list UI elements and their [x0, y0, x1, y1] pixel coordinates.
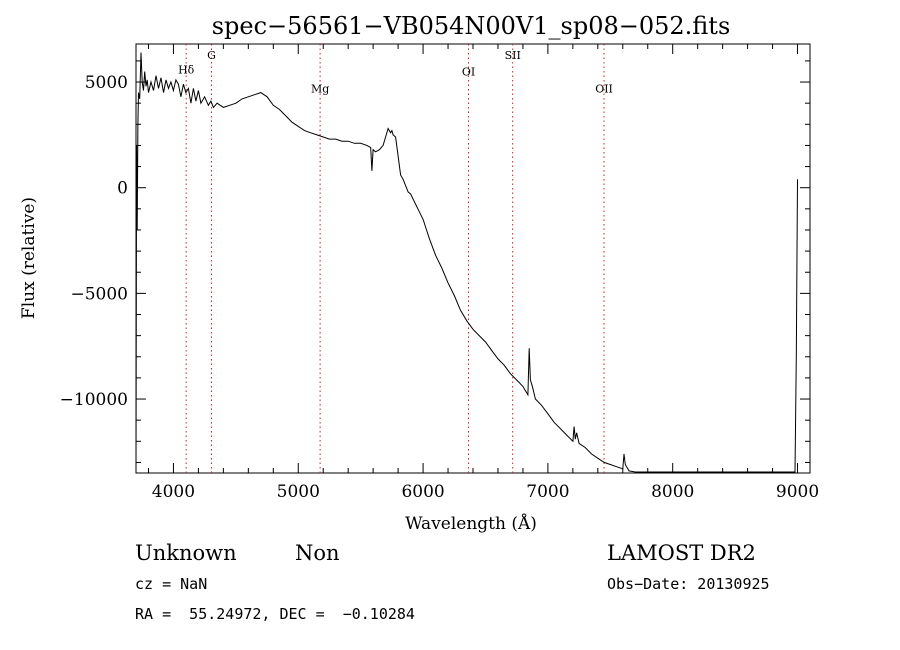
line-marker-label: G — [207, 49, 216, 62]
spectral-line-markers — [185, 44, 605, 473]
spectral-line-labels: Hδ G Mg OI SII OII — [178, 49, 613, 96]
line-marker-label: Hδ — [178, 64, 195, 77]
observation-date: Obs−Date: 20130925 — [607, 575, 770, 593]
chart-title: spec−56561−VB054N00V1_sp08−052.fits — [212, 12, 731, 40]
x-tick-label: 5000 — [277, 482, 320, 502]
y-tick-labels: 5000 0 −5000 −10000 — [60, 73, 128, 410]
x-tick-label: 6000 — [401, 482, 444, 502]
redshift-cz: cz = NaN — [135, 575, 207, 593]
line-marker-label: OII — [595, 83, 613, 96]
plot-frame — [135, 43, 811, 474]
x-tick-label: 4000 — [152, 482, 195, 502]
x-tick-labels: 4000 5000 6000 7000 8000 9000 — [152, 482, 819, 502]
x-tick-label: 9000 — [776, 482, 819, 502]
axis-ticks — [136, 44, 810, 473]
y-tick-label: −5000 — [70, 284, 128, 304]
ra-dec-coordinates: RA = 55.24972, DEC = −0.10284 — [135, 605, 415, 623]
line-marker-label: SII — [505, 49, 521, 62]
object-subclass: Non — [295, 541, 340, 565]
y-tick-label: 0 — [117, 179, 128, 199]
y-tick-label: −10000 — [60, 390, 128, 410]
x-tick-label: 8000 — [651, 482, 694, 502]
line-marker-label: Mg — [311, 83, 329, 96]
y-axis-label: Flux (relative) — [19, 197, 39, 319]
y-tick-label: 5000 — [85, 73, 128, 93]
survey-name: LAMOST DR2 — [607, 541, 756, 565]
x-tick-label: 7000 — [526, 482, 569, 502]
flux-series-line — [135, 52, 798, 473]
x-axis-label: Wavelength (Å) — [405, 513, 537, 534]
object-class: Unknown — [135, 541, 237, 565]
line-marker-label: OI — [462, 66, 475, 79]
